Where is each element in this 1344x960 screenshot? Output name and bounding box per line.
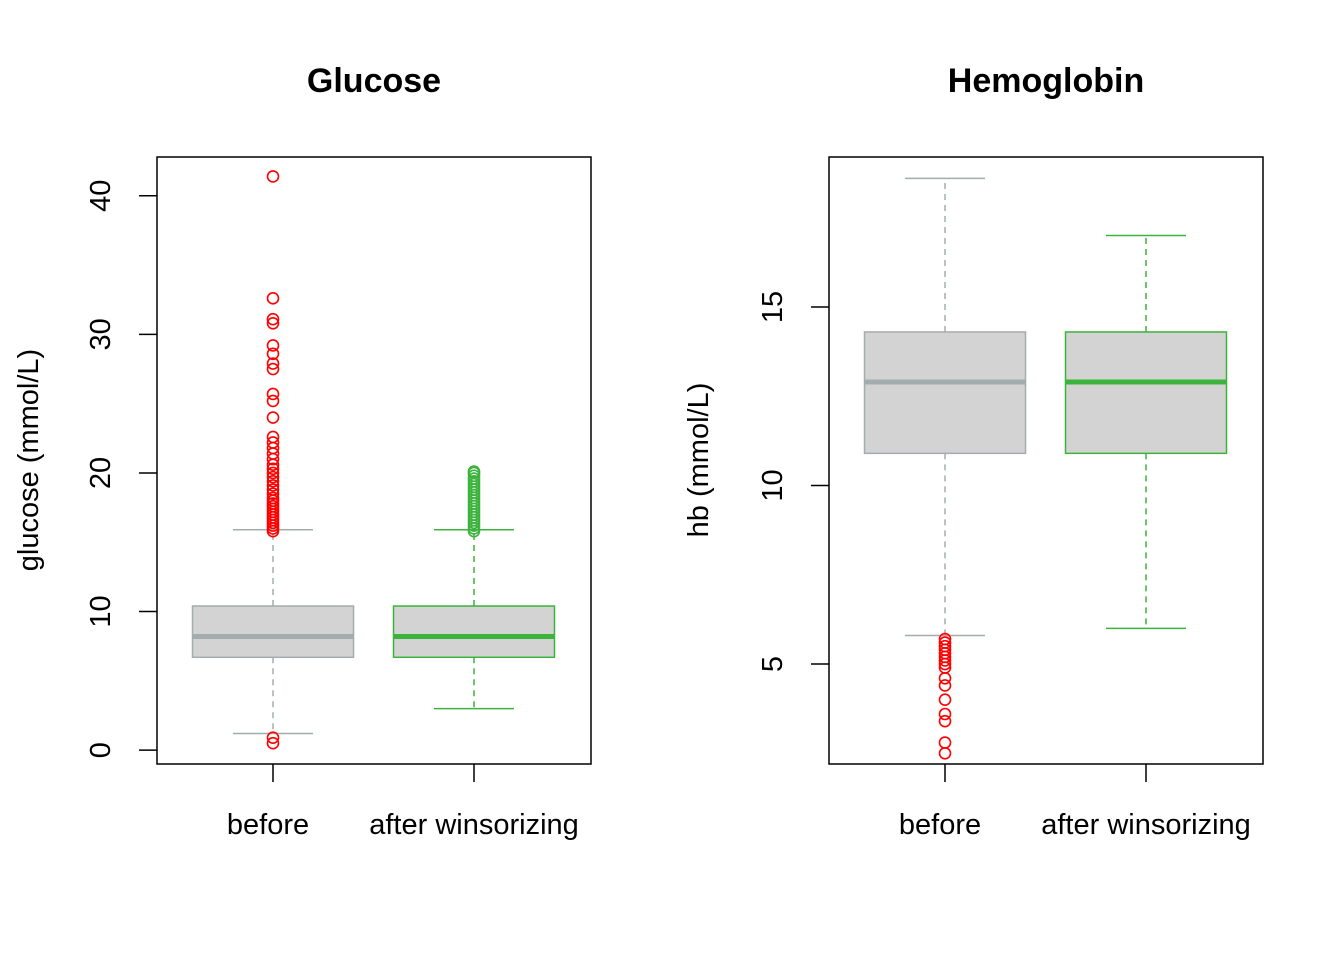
outlier-point (938, 679, 952, 692)
y-tick-label: 15 (757, 291, 789, 323)
box-0 (191, 170, 355, 750)
panel-hemoglobin: Hemoglobin hb (mmol/L) 5 10 15 before afte… (683, 62, 1264, 841)
outlier-point (266, 731, 280, 744)
x-tick-label: after winsorizing (1041, 809, 1251, 841)
outlier-point (938, 746, 952, 760)
outlier-point (266, 479, 280, 492)
y-tick-label: 20 (85, 457, 117, 489)
y-axis-label: glucose (mmol/L) (13, 349, 45, 571)
y-tick-label: 0 (85, 742, 117, 758)
plot-frame (156, 156, 592, 765)
outlier-point (266, 357, 280, 370)
outlier-point (938, 707, 952, 721)
outlier-point (938, 636, 952, 649)
box-0 (863, 177, 1027, 760)
y-tick-label: 10 (85, 595, 117, 627)
outlier-point (266, 394, 280, 408)
outlier-point (266, 474, 280, 488)
panel-glucose: Glucose glucose (mmol/L) 0 10 20 30 40 befor… (13, 62, 592, 841)
outlier-point (467, 465, 481, 478)
outlier-point (266, 411, 280, 424)
x-tick-label: before (899, 809, 981, 841)
outlier-point (266, 466, 280, 480)
y-tick-label: 5 (757, 656, 789, 672)
outlier-point (266, 483, 280, 496)
y-tick-label: 40 (85, 180, 117, 212)
outlier-point (266, 317, 280, 330)
outlier-point (266, 292, 280, 305)
y-tick-label: 30 (85, 318, 117, 350)
outlier-point (266, 487, 280, 501)
chart-title: Hemoglobin (948, 62, 1144, 100)
x-tick-label: before (227, 809, 309, 841)
outlier-point (266, 436, 280, 449)
outlier-point (266, 312, 280, 326)
x-ticks: before after winsorizing (227, 764, 579, 841)
box-body (392, 605, 556, 659)
outlier-point (266, 430, 280, 444)
outlier-point (266, 462, 280, 476)
outlier-point (266, 491, 280, 505)
x-tick-label: after winsorizing (369, 809, 579, 841)
chart-title: Glucose (307, 62, 441, 100)
outlier-point (938, 639, 952, 653)
y-ticks: 0 10 20 30 40 (85, 180, 157, 758)
outlier-point (938, 672, 952, 685)
outlier-point (938, 632, 952, 646)
y-ticks: 5 10 15 (757, 291, 829, 672)
x-ticks: before after winsorizing (899, 764, 1251, 841)
plot-frame (828, 156, 1264, 765)
box-body (863, 331, 1027, 455)
box-1 (1064, 234, 1228, 630)
y-axis-label: hb (mmol/L) (683, 383, 715, 538)
boxes (191, 170, 556, 750)
box-body (191, 605, 355, 659)
outlier-point (266, 470, 280, 484)
outlier-point (266, 339, 280, 352)
boxes (863, 177, 1228, 760)
outlier-point (266, 736, 280, 750)
outlier-point (938, 693, 952, 707)
outlier-point (266, 387, 280, 401)
outlier-point (266, 362, 280, 376)
y-tick-label: 10 (757, 469, 789, 501)
outlier-point (938, 714, 952, 728)
outlier-point (266, 347, 280, 361)
outlier-point (266, 170, 280, 183)
outlier-point (938, 736, 952, 749)
box-body (1064, 331, 1228, 455)
box-1 (392, 465, 556, 710)
